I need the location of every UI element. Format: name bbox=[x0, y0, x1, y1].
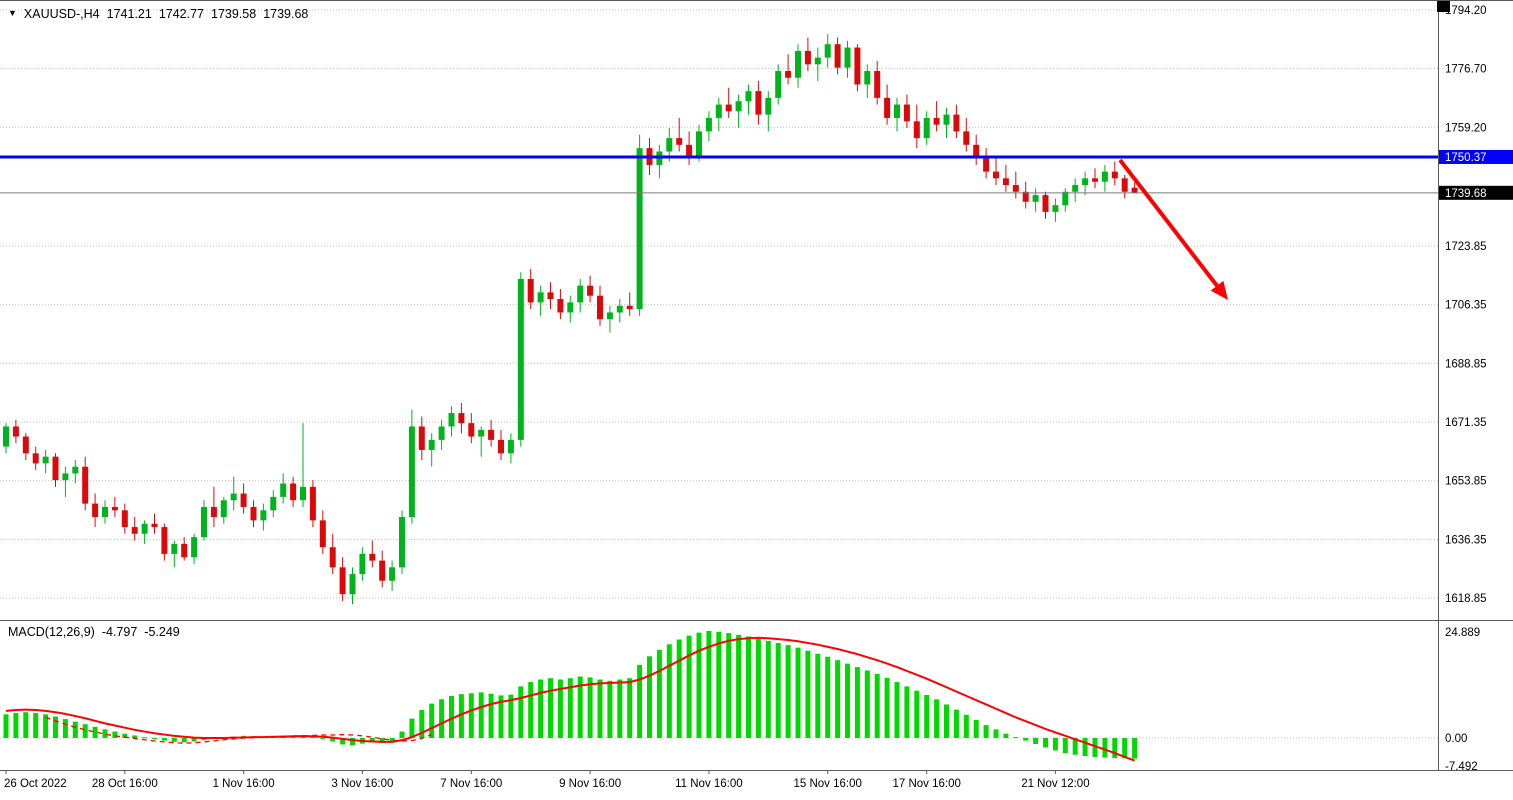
svg-text:21 Nov 12:00: 21 Nov 12:00 bbox=[1021, 778, 1089, 790]
svg-text:26 Oct 2022: 26 Oct 2022 bbox=[4, 778, 67, 790]
price-badge-blue bbox=[1439, 149, 1513, 164]
trend-arrow[interactable] bbox=[1118, 158, 1228, 300]
symbol-period-label: XAUUSD-,H4 bbox=[23, 7, 100, 21]
svg-text:-7.492: -7.492 bbox=[1445, 761, 1478, 773]
chart-shift-marker[interactable] bbox=[1437, 1, 1450, 12]
svg-text:1688.85: 1688.85 bbox=[1445, 358, 1487, 370]
svg-text:1618.85: 1618.85 bbox=[1445, 593, 1487, 605]
svg-text:3 Nov 16:00: 3 Nov 16:00 bbox=[331, 778, 393, 790]
svg-text:1759.20: 1759.20 bbox=[1445, 122, 1487, 134]
svg-text:1739.68: 1739.68 bbox=[1445, 188, 1487, 200]
macd-signal-value: -5.249 bbox=[144, 625, 180, 639]
ohlc-open: 1741.21 bbox=[106, 7, 152, 21]
ohlc-low: 1739.58 bbox=[211, 7, 257, 21]
svg-text:7 Nov 16:00: 7 Nov 16:00 bbox=[440, 778, 502, 790]
svg-text:1706.35: 1706.35 bbox=[1445, 300, 1487, 312]
svg-text:28 Oct 16:00: 28 Oct 16:00 bbox=[92, 778, 158, 790]
symbol-dropdown-icon[interactable]: ▼ bbox=[8, 7, 17, 18]
svg-text:9 Nov 16:00: 9 Nov 16:00 bbox=[559, 778, 621, 790]
svg-text:1 Nov 16:00: 1 Nov 16:00 bbox=[213, 778, 275, 790]
ohlc-high: 1742.77 bbox=[158, 7, 205, 21]
macd-axis: 24.889 0.00 -7.492 bbox=[1445, 627, 1480, 773]
svg-text:1776.70: 1776.70 bbox=[1445, 64, 1487, 76]
ohlc-close: 1739.68 bbox=[263, 7, 309, 21]
macd-main-value: -4.797 bbox=[101, 625, 138, 639]
candles bbox=[3, 34, 1138, 605]
svg-text:17 Nov 16:00: 17 Nov 16:00 bbox=[892, 778, 960, 790]
svg-text:1794.20: 1794.20 bbox=[1445, 5, 1487, 17]
svg-text:1671.35: 1671.35 bbox=[1445, 417, 1487, 429]
svg-text:24.889: 24.889 bbox=[1445, 627, 1480, 639]
pane-borders bbox=[0, 0, 1513, 771]
svg-text:1653.85: 1653.85 bbox=[1445, 476, 1487, 488]
svg-text:1723.85: 1723.85 bbox=[1445, 241, 1487, 253]
macd-header: MACD(12,26,9) -4.797 -5.249 bbox=[8, 625, 180, 639]
price-axis: 1794.20 1776.70 1759.20 1723.85 1706.35 1688.… bbox=[1445, 5, 1487, 605]
macd-indicator-label: MACD(12,26,9) bbox=[8, 625, 95, 639]
svg-text:0.00: 0.00 bbox=[1445, 733, 1467, 745]
time-axis: 26 Oct 2022 28 Oct 16:00 1 Nov 16:00 3 Nov … bbox=[4, 770, 1090, 790]
macd-signal-line bbox=[5, 636, 1135, 762]
macd-histogram bbox=[3, 630, 1138, 759]
svg-text:1750.37: 1750.37 bbox=[1445, 152, 1487, 164]
svg-text:11 Nov 16:00: 11 Nov 16:00 bbox=[675, 778, 743, 790]
svg-text:1636.35: 1636.35 bbox=[1445, 534, 1487, 546]
chart-header: ▼ XAUUSD-,H4 1741.21 1742.77 1739.58 173… bbox=[8, 7, 308, 21]
svg-text:15 Nov 16:00: 15 Nov 16:00 bbox=[793, 778, 861, 790]
macd-signal-dashed bbox=[45, 716, 432, 744]
price-badge-current bbox=[1439, 185, 1513, 200]
